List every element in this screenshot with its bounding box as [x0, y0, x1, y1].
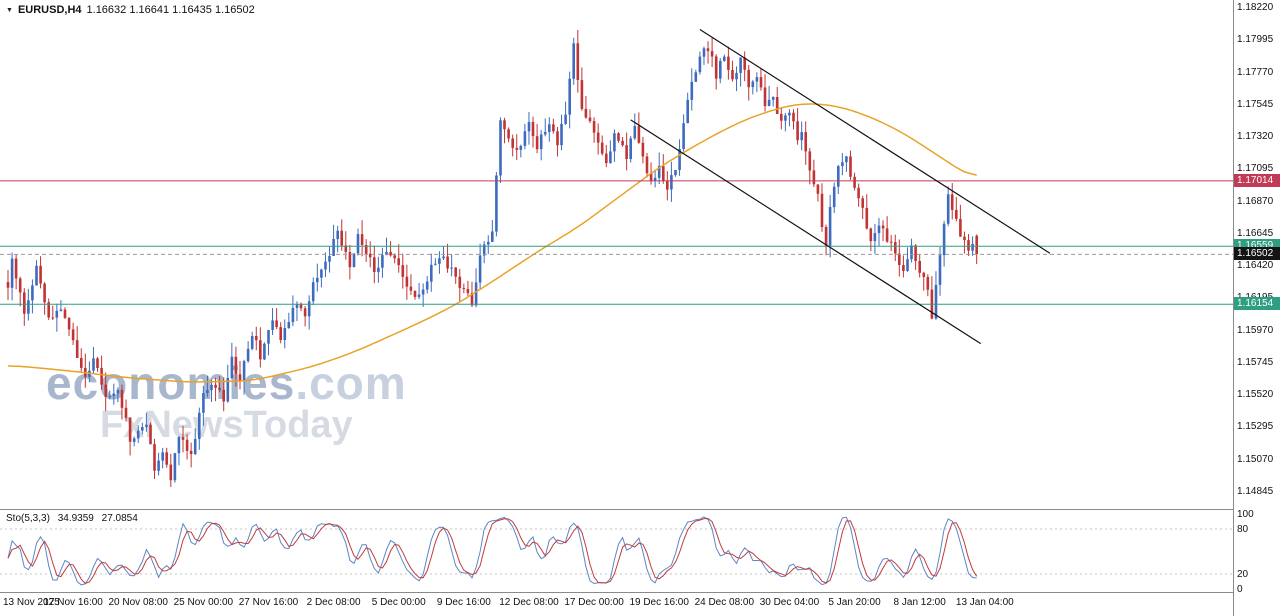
price-axis-label: 1.15970 — [1237, 324, 1274, 336]
price-axis-label: 1.15745 — [1237, 356, 1274, 368]
price-chart-canvas[interactable] — [0, 0, 1233, 509]
time-axis-label: 19 Dec 16:00 — [629, 597, 689, 608]
price-axis-label: 1.15520 — [1237, 389, 1274, 401]
stochastic-canvas[interactable] — [0, 511, 1233, 592]
panel-separator-top[interactable] — [0, 509, 1280, 510]
price-chip-resistance: 1.17014 — [1234, 173, 1280, 187]
price-axis-label: 1.16420 — [1237, 260, 1274, 272]
symbol-dropdown-icon: ▼ — [6, 6, 13, 14]
time-axis-label: 8 Jan 12:00 — [893, 597, 946, 608]
moving-average-line[interactable] — [7, 103, 977, 383]
time-axis-label: 5 Dec 00:00 — [371, 597, 426, 608]
price-axis-label: 1.15070 — [1237, 453, 1274, 465]
time-axis-label: 12 Dec 08:00 — [499, 597, 559, 608]
stochastic-name: Sto(5,3,3) — [6, 513, 50, 524]
stoch-axis-label: 80 — [1237, 524, 1249, 535]
price-axis-label: 1.14845 — [1237, 486, 1274, 497]
stoch-axis-label: 20 — [1237, 569, 1249, 580]
time-axis-label: 5 Jan 20:00 — [828, 597, 881, 608]
time-axis-label: 17 Dec 00:00 — [564, 597, 624, 608]
price-chip-support: 1.16154 — [1234, 297, 1280, 311]
price-axis-label: 1.16645 — [1237, 227, 1274, 239]
price-axis-label: 1.17770 — [1237, 66, 1274, 78]
trend-line-2[interactable] — [630, 119, 982, 345]
symbol-timeframe-label: EURUSD,H4 — [17, 4, 82, 16]
time-axis-label: 24 Dec 08:00 — [694, 597, 755, 608]
stoch-axis-label: 0 — [1237, 584, 1243, 595]
stoch-signal-line — [7, 517, 978, 584]
price-axis-label: 1.15295 — [1237, 421, 1274, 433]
price-axis[interactable]: 1.18220 1.17995 1.17770 1.17545 1.17320 1.170… — [1233, 0, 1280, 616]
stoch-axis-label: 100 — [1237, 509, 1254, 520]
current-price-chip: 1.16502 — [1234, 247, 1280, 261]
ohlc-values: 1.16632 1.16641 1.16435 1.16502 — [86, 4, 255, 16]
time-axis-label: 9 Dec 16:00 — [436, 597, 491, 608]
watermark-brand-main: economies — [46, 357, 296, 409]
price-axis-label: 1.17320 — [1237, 131, 1274, 143]
candles-layer — [6, 30, 978, 487]
time-axis-label: 13 Jan 04:00 — [955, 597, 1014, 608]
stochastic-value-d: 27.0854 — [101, 513, 138, 524]
price-axis-label: 1.18220 — [1237, 2, 1274, 13]
time-axis-label: 20 Nov 08:00 — [108, 597, 168, 608]
time-axis-label: 25 Nov 00:00 — [173, 597, 234, 608]
time-axis-label: 2 Dec 08:00 — [306, 597, 361, 608]
panel-separator-bottom — [0, 592, 1280, 593]
time-axis-label: 30 Dec 04:00 — [759, 597, 820, 608]
time-axis[interactable]: 13 Nov 2025 17 Nov 16:00 20 Nov 08:00 25 No… — [0, 593, 1233, 616]
stoch-main-line — [7, 516, 977, 586]
stochastic-indicator-label: Sto(5,3,3) 34.9359 27.0854 — [6, 513, 143, 524]
price-axis-label: 1.17545 — [1237, 98, 1274, 110]
price-axis-label: 1.16870 — [1237, 195, 1274, 207]
time-axis-label: 17 Nov 16:00 — [43, 597, 103, 608]
price-axis-label: 1.17995 — [1237, 34, 1274, 46]
price-axis-label: 1.17095 — [1237, 163, 1274, 175]
watermark-brand: economies.com — [46, 356, 407, 410]
time-axis-label: 13 Nov 2025 — [3, 597, 60, 608]
chart-header: ▼ EURUSD,H4 1.16632 1.16641 1.16435 1.16… — [6, 4, 255, 16]
time-axis-label: 27 Nov 16:00 — [238, 597, 299, 608]
stochastic-value-k: 34.9359 — [57, 513, 94, 524]
trend-line-1[interactable] — [699, 28, 1051, 254]
